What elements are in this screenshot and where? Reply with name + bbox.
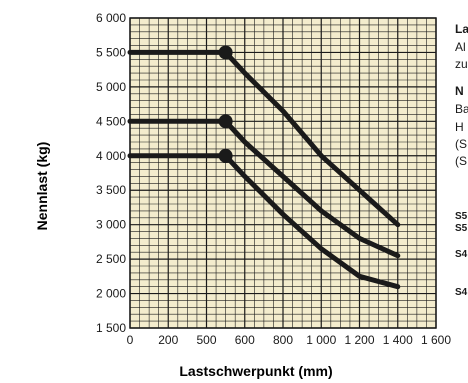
side-heading-1: La: [455, 22, 468, 36]
series-point-2: [218, 114, 233, 129]
y-tick-label: 1 500: [96, 321, 126, 335]
x-tick-label: 500: [196, 333, 216, 347]
plot-frame: [129, 17, 437, 329]
x-tick-label: 600: [235, 333, 255, 347]
x-axis-title: Lastschwerpunkt (mm): [179, 363, 332, 379]
side-line-f: (S: [455, 154, 467, 168]
y-tick-label: 2 000: [96, 287, 126, 301]
y-tick-label: 3 000: [96, 218, 126, 232]
side-heading-2: N: [455, 84, 464, 98]
side-line-e: (S: [455, 137, 467, 151]
series-point-3: [218, 148, 233, 163]
y-tick-label: 6 000: [96, 11, 126, 25]
side-label-4: S4: [455, 287, 468, 298]
x-tick-label: 1 400: [383, 333, 413, 347]
side-line-a: Al: [455, 40, 466, 54]
series-point-1: [218, 45, 233, 60]
y-tick-label: 5 000: [96, 80, 126, 94]
y-tick-label: 5 500: [96, 45, 126, 59]
y-tick-label: 4 000: [96, 149, 126, 163]
y-tick-label: 2 500: [96, 252, 126, 266]
y-tick-label: 3 500: [96, 183, 126, 197]
side-line-d: H: [455, 120, 464, 134]
side-label-2: S5: [455, 223, 468, 234]
side-label-1: S5: [455, 211, 468, 222]
x-tick-label: 1 200: [344, 333, 374, 347]
x-tick-label: 200: [158, 333, 178, 347]
side-line-c: Ba: [455, 102, 468, 116]
x-tick-label: 0: [127, 333, 134, 347]
y-axis-title: Nennlast (kg): [34, 142, 50, 231]
x-tick-label: 1 000: [306, 333, 336, 347]
x-tick-label: 1 600: [421, 333, 451, 347]
side-line-b: zu: [455, 57, 468, 71]
side-label-3: S4: [455, 249, 468, 260]
x-tick-label: 800: [273, 333, 293, 347]
y-tick-label: 4 500: [96, 114, 126, 128]
